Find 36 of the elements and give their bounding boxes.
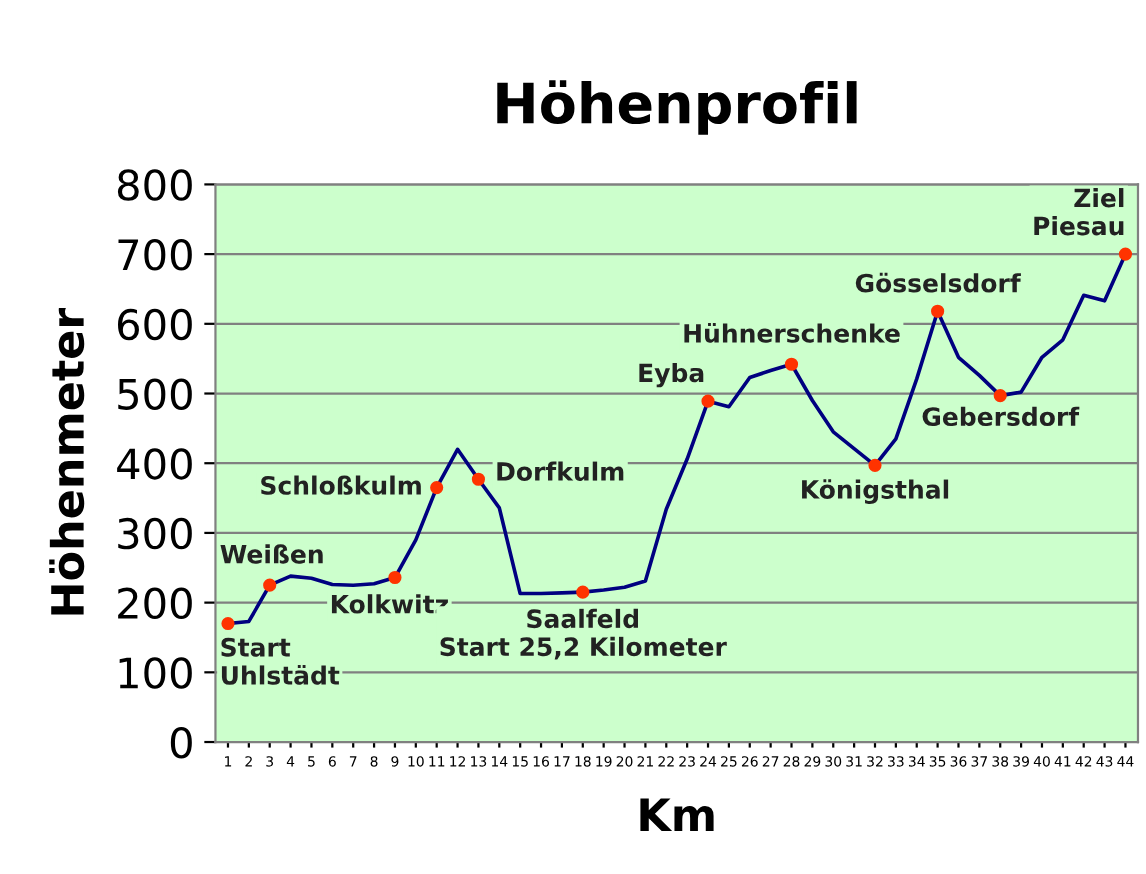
point xyxy=(931,304,945,318)
y-tick-label: 400 xyxy=(117,448,192,480)
annotation: Weißen xyxy=(220,544,323,564)
point xyxy=(430,481,444,495)
annotation: Gösselsdorf xyxy=(855,272,1021,293)
annotation: Saalfeld Start 25,2 Kilometer xyxy=(440,608,727,660)
point xyxy=(868,458,882,472)
y-tick-label: 500 xyxy=(118,378,192,410)
annotation: Kolkwitz xyxy=(331,594,448,614)
y-tick-label: 700 xyxy=(118,239,192,271)
y-tick-label: 0 xyxy=(170,726,192,759)
y-tick-label: 600 xyxy=(117,308,192,341)
y-tick-label: 200 xyxy=(118,587,192,620)
y-tick-label: 800 xyxy=(117,169,192,201)
point xyxy=(701,394,715,408)
point xyxy=(263,578,277,592)
annotation: Gebersdorf xyxy=(922,406,1080,427)
annotation: Eyba xyxy=(639,362,704,388)
point xyxy=(221,616,235,631)
point xyxy=(784,357,799,371)
point xyxy=(993,389,1007,403)
annotation: Schloßkulm xyxy=(261,475,421,495)
annotation: Ziel Piesau xyxy=(1034,188,1124,236)
x-axis-title: Km xyxy=(640,798,714,831)
annotation: Dorfkulm xyxy=(497,461,624,481)
y-axis-title: Höhenmeter xyxy=(49,307,85,615)
point xyxy=(1118,247,1133,261)
annotation: Hühnerschenke xyxy=(684,323,900,343)
y-tick-label: 300 xyxy=(118,517,192,550)
point xyxy=(471,472,486,486)
point xyxy=(576,585,590,599)
annotation: Königsthal xyxy=(802,479,949,504)
chart-title: Höhenprofil xyxy=(497,80,857,135)
point xyxy=(388,570,402,585)
annotation: Start Uhlstädt xyxy=(221,637,340,685)
y-tick-label: 100 xyxy=(119,657,192,689)
